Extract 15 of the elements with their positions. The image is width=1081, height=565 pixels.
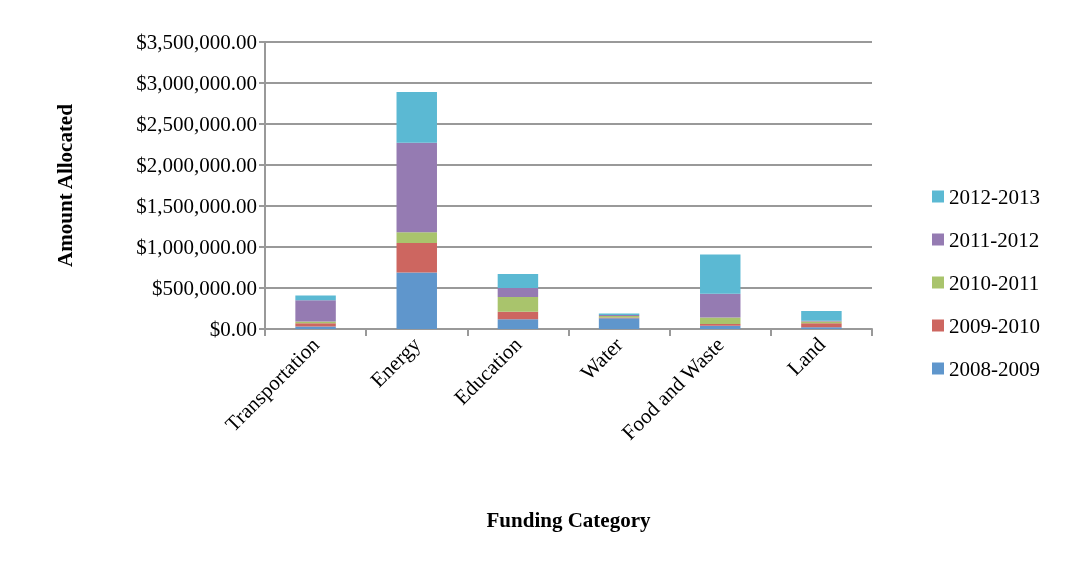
legend-label: 2012-2013 — [949, 184, 1041, 209]
legend-label: 2011-2012 — [949, 227, 1040, 252]
legend-label: 2009-2010 — [949, 313, 1041, 338]
y-axis-title: Amount Allocated — [52, 103, 77, 267]
y-tick-label: $2,000,000.00 — [136, 153, 257, 177]
x-axis-title: Funding Category — [486, 507, 651, 532]
y-tick-label: $2,500,000.00 — [136, 112, 257, 136]
y-tick-label: $0.00 — [209, 317, 257, 341]
legend-label: 2010-2011 — [949, 270, 1040, 295]
y-tick-label: $3,500,000.00 — [136, 30, 257, 54]
legend-label: 2008-2009 — [949, 356, 1041, 381]
y-tick-label: $1,500,000.00 — [136, 194, 257, 218]
y-tick-label: $1,000,000.00 — [136, 235, 257, 259]
y-tick-label: $3,000,000.00 — [136, 71, 257, 95]
y-tick-label: $500,000.00 — [152, 276, 257, 300]
